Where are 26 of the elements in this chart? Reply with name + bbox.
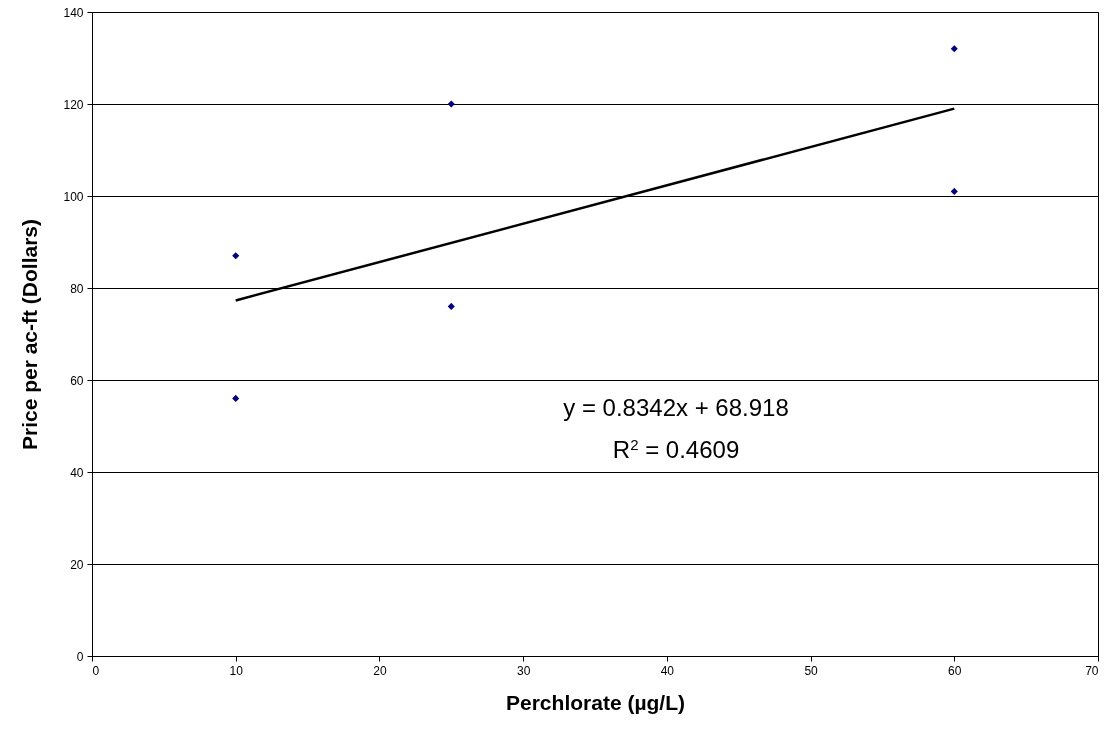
point: [950, 187, 958, 195]
x-tick-label: 30: [516, 663, 531, 678]
y-tick-label: 80: [70, 281, 84, 296]
point: [232, 394, 240, 402]
point: [232, 252, 240, 260]
point: [447, 302, 455, 310]
x-tick-label: 40: [660, 663, 675, 678]
y-tick-label: 20: [70, 557, 84, 572]
annotation: R$^{2}$ = 0.4609: [612, 435, 740, 463]
x-axis-title: Perchlorate (µg/L): [506, 690, 685, 714]
x-tick-label: 0: [92, 663, 100, 678]
y-tick-label: 40: [70, 465, 84, 480]
point: [950, 45, 958, 53]
y-tick-label: 60: [70, 373, 84, 388]
x-tick-label: 70: [1085, 663, 1099, 678]
y-tick-label: 0: [76, 649, 84, 664]
y-tick-label: 120: [63, 97, 84, 112]
x-tick-label: 10: [229, 663, 244, 678]
y-axis-title: Price per ac-ft (Dollars): [18, 218, 42, 451]
annotation: y = 0.8342x + 68.918: [563, 394, 789, 421]
x-tick-label: 50: [804, 663, 819, 678]
x-tick-label: 60: [948, 663, 962, 678]
y-tick-label: 100: [63, 189, 84, 204]
point: [447, 100, 455, 108]
x-tick-label: 20: [373, 663, 387, 678]
y-tick-label: 140: [63, 5, 84, 20]
